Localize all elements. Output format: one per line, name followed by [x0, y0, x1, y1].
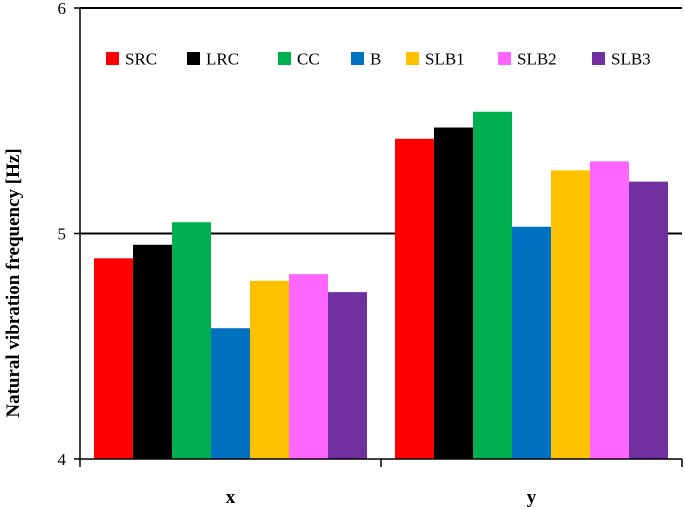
bar-slb2-y [590, 161, 629, 459]
legend-swatch-lrc [187, 52, 200, 65]
bars [94, 111, 668, 460]
legend-label-slb1: SLB1 [425, 50, 465, 69]
legend-swatch-b [351, 52, 364, 65]
legend-label-lrc: LRC [206, 50, 239, 69]
bar-slb1-x [250, 280, 289, 459]
legend-label-cc: CC [297, 50, 320, 69]
bar-lrc-y [434, 127, 473, 459]
legend-label-slb3: SLB3 [611, 50, 651, 69]
bar-src-y [395, 138, 434, 460]
bar-b-x [211, 328, 250, 459]
legend-swatch-slb2 [498, 52, 511, 65]
y-tick-label: 4 [58, 450, 67, 469]
legend: SRC LRC CC B SLB1 SLB2 SLB3 [106, 50, 651, 69]
bar-slb3-x [328, 292, 367, 459]
bar-b-y [512, 226, 551, 459]
legend-swatch-cc [278, 52, 291, 65]
bar-slb1-y [551, 170, 590, 460]
bar-cc-y [473, 111, 512, 459]
legend-label-b: B [370, 50, 381, 69]
legend-swatch-src [106, 52, 119, 65]
bar-slb3-y [629, 181, 668, 459]
x-category-label: x [226, 487, 236, 508]
legend-swatch-slb1 [406, 52, 419, 65]
legend-label-src: SRC [125, 50, 157, 69]
legend-swatch-slb3 [592, 52, 605, 65]
bar-cc-x [172, 222, 211, 459]
x-category-label: y [527, 487, 537, 508]
bar-lrc-x [133, 244, 172, 459]
bar-src-x [94, 258, 133, 459]
bar-slb2-x [289, 274, 328, 459]
y-tick-labels: 4 5 6 [58, 0, 67, 469]
y-axis-title: Natural vibration frequency [Hz] [3, 148, 24, 417]
axes [74, 7, 683, 467]
legend-label-slb2: SLB2 [517, 50, 557, 69]
y-tick-label: 5 [58, 225, 67, 244]
y-tick-label: 6 [58, 0, 67, 18]
